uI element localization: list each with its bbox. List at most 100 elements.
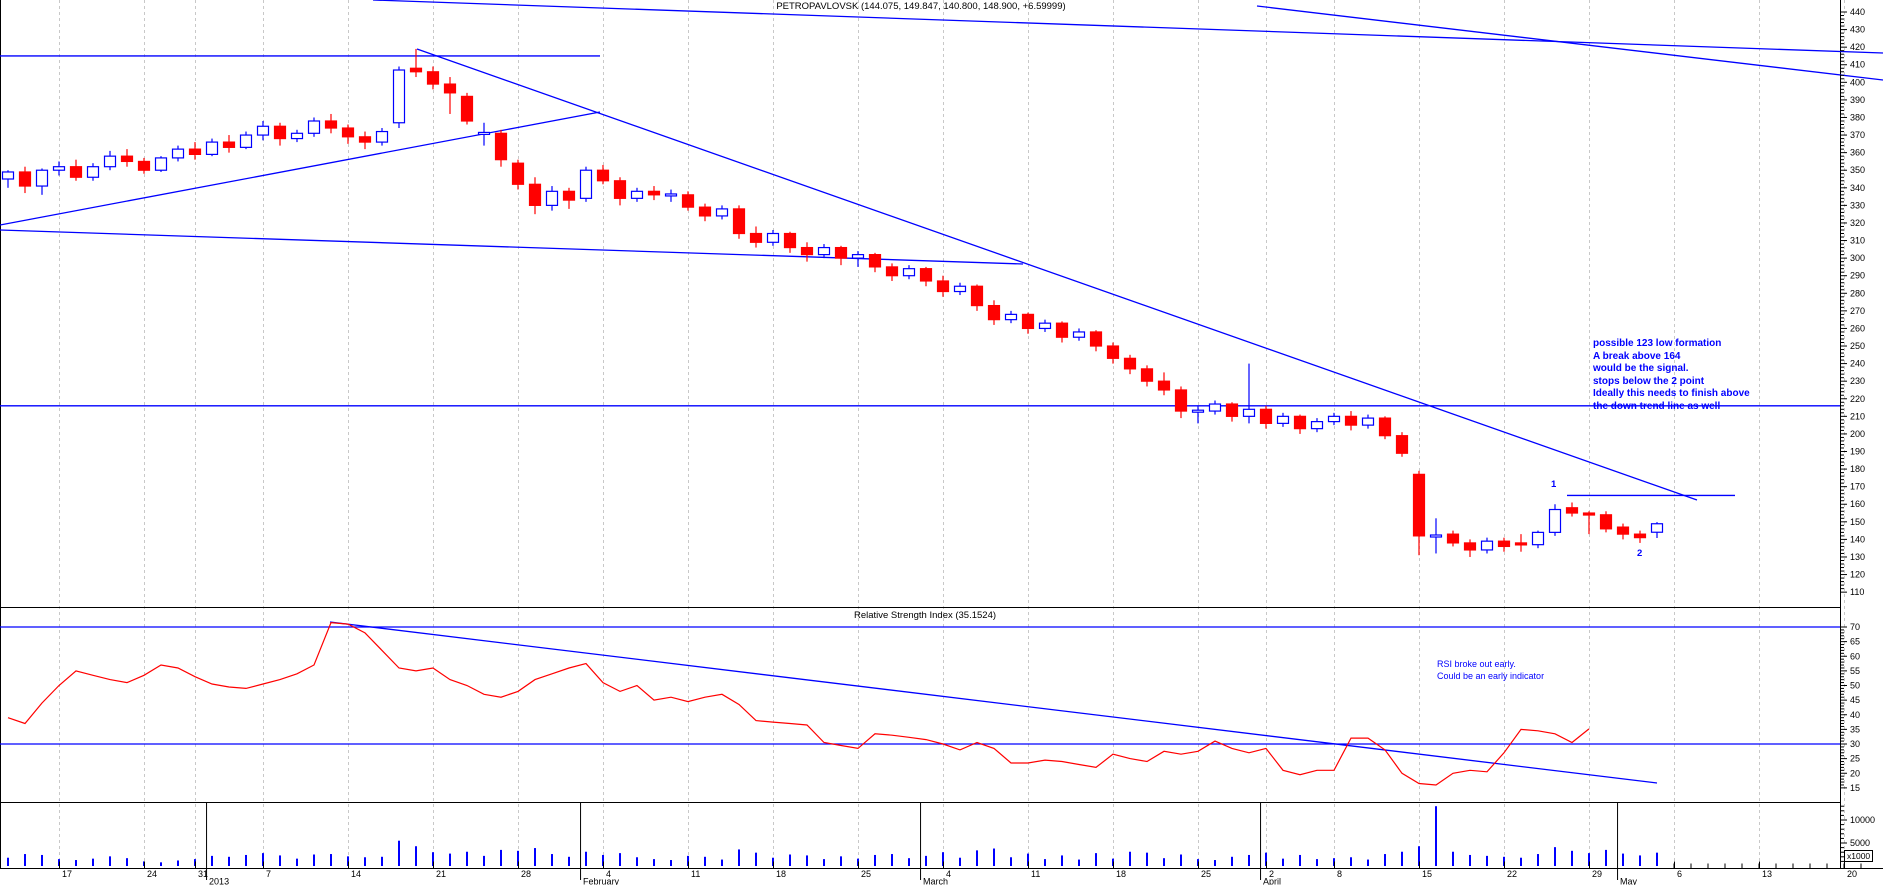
svg-text:280: 280 <box>1850 288 1865 298</box>
svg-text:15: 15 <box>1422 869 1432 879</box>
svg-text:120: 120 <box>1850 570 1865 580</box>
svg-text:4: 4 <box>606 869 611 879</box>
price-annotation-line: the down trend line as well <box>1593 400 1721 412</box>
svg-text:March: March <box>923 877 948 885</box>
svg-text:150: 150 <box>1850 517 1865 527</box>
svg-text:430: 430 <box>1850 25 1865 35</box>
svg-text:220: 220 <box>1850 394 1865 404</box>
svg-text:250: 250 <box>1850 341 1865 351</box>
svg-text:25: 25 <box>1850 754 1860 764</box>
svg-text:440: 440 <box>1850 7 1865 17</box>
svg-text:4: 4 <box>946 869 951 879</box>
svg-text:55: 55 <box>1850 666 1860 676</box>
svg-text:24: 24 <box>147 869 157 879</box>
svg-text:29: 29 <box>1592 869 1602 879</box>
svg-text:180: 180 <box>1850 464 1865 474</box>
svg-text:240: 240 <box>1850 359 1865 369</box>
svg-text:70: 70 <box>1850 622 1860 632</box>
svg-text:230: 230 <box>1850 376 1865 386</box>
svg-text:20: 20 <box>1850 768 1860 778</box>
svg-text:20: 20 <box>1847 869 1857 879</box>
rsi-pane-title: Relative Strength Index (35.1524) <box>853 610 997 621</box>
svg-text:320: 320 <box>1850 218 1865 228</box>
svg-text:6: 6 <box>1677 869 1682 879</box>
svg-text:140: 140 <box>1850 534 1865 544</box>
svg-text:31: 31 <box>198 869 208 879</box>
svg-text:130: 130 <box>1850 552 1865 562</box>
svg-text:28: 28 <box>521 869 531 879</box>
candlestick-series <box>1 48 1664 557</box>
volume-series <box>7 806 1658 866</box>
svg-text:22: 22 <box>1507 869 1517 879</box>
rsi-line <box>7 621 1590 786</box>
svg-text:190: 190 <box>1850 447 1865 457</box>
svg-text:420: 420 <box>1850 42 1865 52</box>
svg-text:60: 60 <box>1850 651 1860 661</box>
price-annotation-line: stops below the 2 point <box>1593 375 1705 387</box>
svg-text:260: 260 <box>1850 323 1865 333</box>
svg-text:360: 360 <box>1850 148 1865 158</box>
svg-text:February: February <box>583 877 620 885</box>
svg-text:110: 110 <box>1850 587 1864 597</box>
weekly-gridlines <box>59 0 1845 869</box>
svg-text:350: 350 <box>1850 165 1865 175</box>
svg-text:400: 400 <box>1850 77 1865 87</box>
svg-text:370: 370 <box>1850 130 1865 140</box>
svg-text:210: 210 <box>1850 411 1865 421</box>
rsi-annotation[interactable]: RSI broke out early. Could be an early i… <box>1437 658 1544 682</box>
svg-text:2: 2 <box>1269 869 1274 879</box>
svg-text:45: 45 <box>1850 695 1860 705</box>
svg-text:25: 25 <box>861 869 871 879</box>
price-trendlines <box>0 0 1883 501</box>
svg-text:2013: 2013 <box>209 877 229 885</box>
volume-unit-label: x1000 <box>1844 850 1874 862</box>
svg-text:April: April <box>1263 877 1281 885</box>
svg-text:17: 17 <box>62 869 72 879</box>
svg-text:11: 11 <box>691 869 700 879</box>
svg-text:170: 170 <box>1850 482 1865 492</box>
point-1-marker[interactable]: 1 <box>1551 479 1557 490</box>
price-annotation[interactable]: possible 123 low formation A break above… <box>1593 338 1750 413</box>
svg-text:5000: 5000 <box>1850 838 1870 848</box>
point-2-marker[interactable]: 2 <box>1637 548 1643 559</box>
svg-text:25: 25 <box>1201 869 1211 879</box>
price-annotation-line: possible 123 low formation <box>1593 338 1722 349</box>
rsi-pane <box>0 621 1840 786</box>
svg-text:18: 18 <box>776 869 786 879</box>
volume-axis: 5000 10000 <box>1840 805 1875 862</box>
rsi-annotation-line: Could be an early indicator <box>1437 671 1545 681</box>
price-annotation-line: would be the signal. <box>1593 363 1689 374</box>
svg-text:8: 8 <box>1337 869 1342 879</box>
svg-text:18: 18 <box>1116 869 1126 879</box>
svg-text:10000: 10000 <box>1850 815 1875 825</box>
svg-text:30: 30 <box>1850 739 1860 749</box>
svg-text:May: May <box>1620 877 1638 885</box>
svg-text:200: 200 <box>1850 429 1865 439</box>
svg-text:11: 11 <box>1031 869 1040 879</box>
svg-text:13: 13 <box>1762 869 1772 879</box>
svg-text:270: 270 <box>1850 306 1865 316</box>
svg-text:410: 410 <box>1850 60 1865 70</box>
svg-text:300: 300 <box>1850 253 1865 263</box>
price-annotation-line: A break above 164 <box>1593 350 1681 362</box>
svg-text:330: 330 <box>1850 200 1865 210</box>
date-axis: 17 24 31 7 14 21 28 4 11 18 25 4 11 18 25 2 8 15 22 29 6 13 20… <box>59 802 1862 885</box>
price-axis: 110 120 130 140 150 160 170 180 190 200 210 220 230 2… <box>1840 7 1865 597</box>
svg-text:310: 310 <box>1850 236 1865 246</box>
svg-text:390: 390 <box>1850 95 1865 105</box>
svg-text:21: 21 <box>436 869 446 879</box>
svg-text:380: 380 <box>1850 112 1865 122</box>
price-annotation-line: Ideally this needs to finish above <box>1593 388 1750 399</box>
svg-text:50: 50 <box>1850 681 1860 691</box>
svg-text:290: 290 <box>1850 271 1865 281</box>
svg-text:340: 340 <box>1850 183 1865 193</box>
svg-text:7: 7 <box>266 869 271 879</box>
chart-title: PETROPAVLOVSK (144.075, 149.847, 140.800… <box>776 1 1066 12</box>
svg-text:14: 14 <box>351 869 361 879</box>
svg-text:15: 15 <box>1850 783 1860 793</box>
svg-text:35: 35 <box>1850 724 1860 734</box>
svg-text:160: 160 <box>1850 499 1865 509</box>
rsi-axis: 15 20 25 30 35 40 45 50 55 60 65 70 <box>1840 622 1860 793</box>
